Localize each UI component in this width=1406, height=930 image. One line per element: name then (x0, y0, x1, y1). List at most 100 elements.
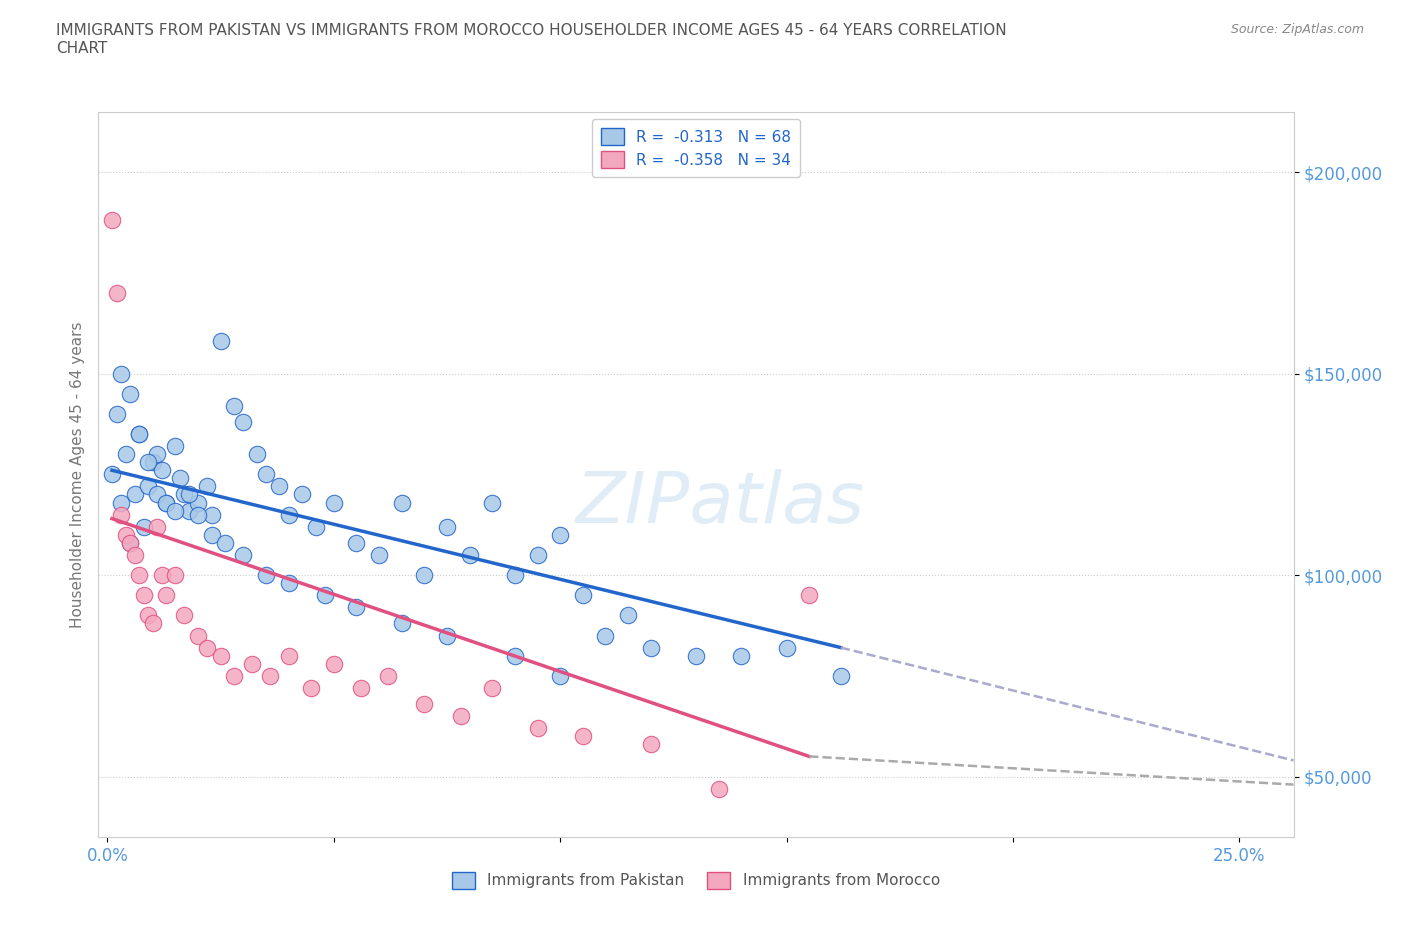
Point (101, 213, 124, 228)
Point (232, 415, 254, 430)
Point (299, 681, 322, 696)
Point (350, 681, 373, 696)
Point (120, 386, 142, 401)
Point (224, 398, 246, 413)
Point (368, 548, 391, 563)
Point (277, 576, 299, 591)
Point (105, 286, 128, 300)
Point (195, 640, 218, 655)
Point (481, 681, 503, 696)
Point (124, 548, 146, 563)
Point (526, 548, 548, 563)
Point (209, 648, 232, 663)
Legend: Immigrants from Pakistan, Immigrants from Morocco: Immigrants from Pakistan, Immigrants fro… (446, 866, 946, 895)
Point (707, 781, 730, 796)
Point (436, 519, 458, 534)
Point (526, 721, 548, 736)
Point (595, 628, 617, 643)
Point (105, 406, 128, 421)
Point (177, 487, 200, 502)
Point (142, 455, 165, 470)
Point (277, 507, 299, 522)
Point (200, 507, 222, 522)
Point (110, 366, 132, 381)
Y-axis label: Householder Income Ages 45 - 64 years: Householder Income Ages 45 - 64 years (69, 321, 84, 628)
Point (254, 567, 277, 582)
Point (503, 567, 526, 582)
Point (101, 467, 124, 482)
Point (214, 536, 236, 551)
Point (136, 608, 159, 623)
Point (240, 657, 263, 671)
Point (128, 427, 150, 442)
Point (150, 463, 173, 478)
Point (209, 334, 232, 349)
Point (187, 628, 209, 643)
Text: ZIPatlas: ZIPatlas (575, 469, 865, 538)
Point (120, 536, 142, 551)
Point (640, 640, 662, 655)
Point (377, 669, 399, 684)
Point (391, 495, 413, 510)
Point (146, 446, 169, 461)
Point (150, 567, 173, 582)
Point (232, 548, 254, 563)
Point (572, 588, 595, 603)
Point (169, 471, 191, 485)
Point (136, 455, 159, 470)
Point (200, 527, 222, 542)
Point (572, 729, 595, 744)
Point (128, 427, 150, 442)
Point (254, 467, 277, 482)
Point (450, 709, 472, 724)
Point (110, 495, 132, 510)
Point (128, 567, 150, 582)
Point (195, 479, 218, 494)
Point (322, 657, 344, 671)
Point (142, 616, 165, 631)
Point (775, 640, 797, 655)
Point (155, 495, 177, 510)
Point (120, 536, 142, 551)
Point (640, 737, 662, 751)
Text: IMMIGRANTS FROM PAKISTAN VS IMMIGRANTS FROM MOROCCO HOUSEHOLDER INCOME AGES 45 -: IMMIGRANTS FROM PAKISTAN VS IMMIGRANTS F… (56, 23, 1007, 56)
Point (173, 608, 195, 623)
Point (458, 548, 481, 563)
Point (797, 588, 820, 603)
Point (124, 487, 146, 502)
Point (187, 495, 209, 510)
Point (346, 536, 368, 551)
Point (617, 608, 640, 623)
Point (165, 567, 187, 582)
Point (277, 648, 299, 663)
Point (391, 616, 413, 631)
Point (136, 479, 159, 494)
Point (146, 487, 169, 502)
Point (269, 479, 291, 494)
Point (322, 495, 344, 510)
Point (305, 519, 328, 534)
Point (730, 648, 752, 663)
Point (224, 669, 246, 684)
Point (314, 588, 336, 603)
Point (177, 503, 200, 518)
Point (187, 507, 209, 522)
Point (548, 669, 571, 684)
Text: Source: ZipAtlas.com: Source: ZipAtlas.com (1230, 23, 1364, 36)
Point (481, 495, 503, 510)
Point (259, 669, 281, 684)
Point (413, 697, 436, 711)
Point (246, 446, 269, 461)
Point (146, 519, 169, 534)
Point (114, 527, 136, 542)
Point (114, 446, 136, 461)
Point (165, 439, 187, 454)
Point (436, 628, 458, 643)
Point (413, 567, 436, 582)
Point (165, 503, 187, 518)
Point (173, 487, 195, 502)
Point (685, 648, 707, 663)
Point (291, 487, 314, 502)
Point (503, 648, 526, 663)
Point (110, 507, 132, 522)
